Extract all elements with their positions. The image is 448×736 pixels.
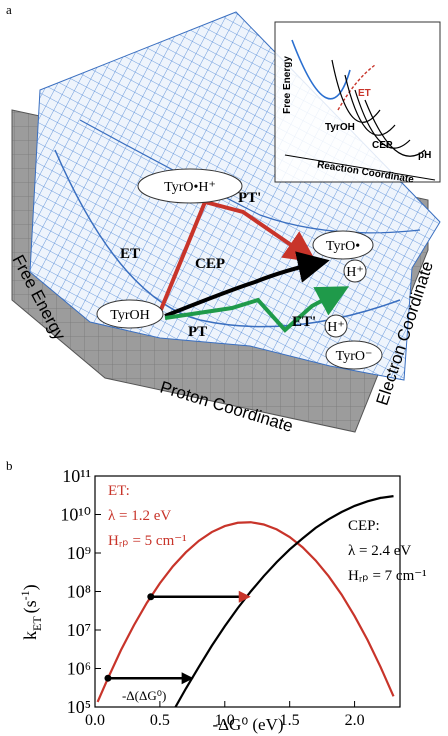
state-label: H⁺ bbox=[346, 265, 364, 280]
x-axis-title: -ΔG⁰ (eV) bbox=[212, 715, 283, 734]
x-tick-label: 0.5 bbox=[150, 712, 170, 729]
et-pt-path bbox=[158, 199, 317, 313]
y-title-part: ) bbox=[20, 584, 41, 590]
legend-text: Hᵣₚ = 5 cm⁻¹ bbox=[108, 533, 187, 549]
state-bubble bbox=[343, 259, 367, 283]
inset-label: pH bbox=[418, 150, 431, 161]
y-tick-label: 10⁸ bbox=[67, 582, 91, 602]
step-label: PT bbox=[188, 324, 207, 340]
y-axis-title: kET (s-1) bbox=[18, 584, 44, 640]
state-label: TyrO• bbox=[326, 239, 360, 254]
legend-text: Hᵣₚ = 7 cm⁻¹ bbox=[348, 568, 427, 584]
state-bubble bbox=[137, 168, 243, 204]
inset bbox=[274, 21, 441, 183]
y-tick-label: 10⁶ bbox=[67, 659, 91, 679]
y-title-part: (s bbox=[20, 600, 41, 613]
legend-text: ET: bbox=[108, 483, 130, 499]
y-tick-label: 10⁹ bbox=[67, 543, 91, 563]
x-tick-label: 2.0 bbox=[345, 712, 365, 729]
state-bubble bbox=[96, 299, 164, 329]
step-label: ET bbox=[120, 246, 140, 262]
y-title-part: k bbox=[20, 631, 40, 640]
surface-ridge bbox=[79, 119, 421, 234]
state-label: H⁺ bbox=[327, 320, 345, 335]
y-tick-label: 10¹¹ bbox=[62, 466, 91, 486]
step-label: ET' bbox=[292, 314, 316, 330]
cep-path bbox=[164, 251, 330, 318]
panel-label: b bbox=[6, 458, 13, 473]
inset-axis bbox=[284, 154, 436, 181]
series-line bbox=[96, 521, 395, 703]
legend-text: λ = 2.4 eV bbox=[348, 543, 411, 559]
states: TyrO•H⁺ TyrOH TyrO• H⁺ H⁺ TyrO⁻ bbox=[96, 168, 383, 370]
arrow-head bbox=[181, 672, 194, 685]
state-label: TyrO•H⁺ bbox=[164, 180, 216, 195]
inset-label: CEP bbox=[372, 140, 393, 151]
step-label: PT' bbox=[238, 190, 261, 206]
state-label: TyrO⁻ bbox=[336, 349, 373, 364]
series-line bbox=[174, 495, 394, 707]
x-tick-label: 0.0 bbox=[85, 712, 105, 729]
x-tick-label: 1.0 bbox=[215, 712, 235, 729]
inset-label: TyrOH bbox=[325, 122, 355, 133]
inset-label: Free Energy bbox=[282, 56, 293, 114]
inset-curve bbox=[337, 64, 376, 111]
arrow-label: -Δ(ΔG⁰) bbox=[122, 688, 166, 703]
y-tick-label: 10⁵ bbox=[67, 697, 91, 717]
inset-curve bbox=[331, 59, 426, 157]
state-label: TyrOH bbox=[110, 308, 149, 323]
arrow-head bbox=[238, 590, 251, 603]
panel-label: a bbox=[6, 2, 12, 17]
state-bubble bbox=[325, 340, 383, 370]
y-title-part: -1 bbox=[18, 590, 32, 600]
state-bubble bbox=[312, 230, 374, 260]
step-label: CEP bbox=[195, 256, 225, 272]
y-tick-label: 10¹⁰ bbox=[60, 505, 91, 525]
inset-curve bbox=[291, 39, 351, 100]
state-bubble bbox=[324, 314, 348, 338]
panel-b: b -ΔG⁰ (eV) kET (s-1) 0.0 0.5 1.0 1.5 2.0 10⁵ 1… bbox=[6, 458, 427, 734]
pt-et-path bbox=[164, 286, 350, 333]
inset-label: ET bbox=[358, 88, 371, 99]
legend-text: CEP: bbox=[348, 518, 380, 534]
y-title-part: ET bbox=[30, 616, 44, 631]
y-tick-label: 10⁷ bbox=[67, 620, 91, 640]
x-tick-label: 1.5 bbox=[280, 712, 300, 729]
legend-text: λ = 1.2 eV bbox=[108, 508, 171, 524]
panel-a: a Free Energy TyrOH ET CEP pH Reaction C… bbox=[6, 2, 441, 436]
